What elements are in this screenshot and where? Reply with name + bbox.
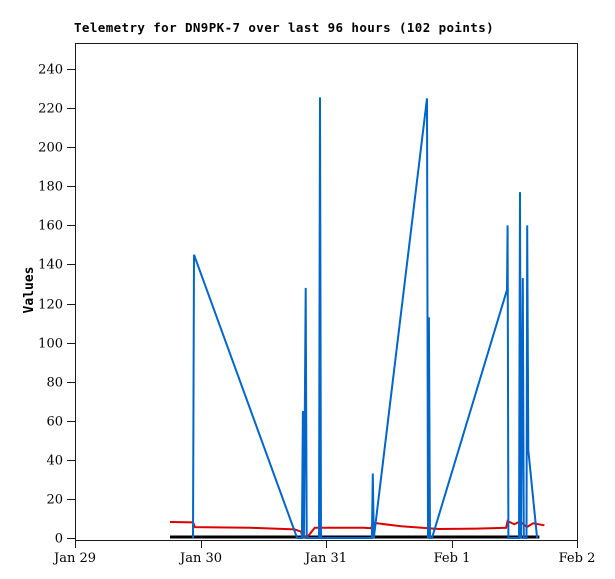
y-tick-label: 240 <box>38 63 63 78</box>
y-tick-label: 60 <box>46 415 63 430</box>
y-tick-label: 80 <box>46 376 63 391</box>
y-tick-label: 160 <box>38 219 63 234</box>
y-tick-label: 220 <box>38 102 63 117</box>
y-tick-label: 180 <box>38 180 63 195</box>
series-line-blue <box>192 97 539 539</box>
y-tick-label: 40 <box>46 454 63 469</box>
x-tick-label: Feb 2 <box>559 551 596 566</box>
plot-frame <box>75 43 578 541</box>
x-tick-label: Jan 29 <box>52 551 96 566</box>
y-tick-label: 200 <box>38 141 63 156</box>
x-tick-label: Jan 30 <box>178 551 222 566</box>
y-tick-label: 100 <box>38 337 63 352</box>
series-line-red <box>169 519 545 538</box>
y-tick-label: 140 <box>38 258 63 273</box>
x-tick-label: Feb 1 <box>434 551 471 566</box>
y-tick-label: 0 <box>55 532 63 547</box>
y-tick-label: 120 <box>38 298 63 313</box>
x-tick-label: Jan 31 <box>303 551 347 566</box>
chart-title: Telemetry for DN9PK-7 over last 96 hours… <box>74 20 495 35</box>
y-tick-label: 20 <box>46 493 63 508</box>
